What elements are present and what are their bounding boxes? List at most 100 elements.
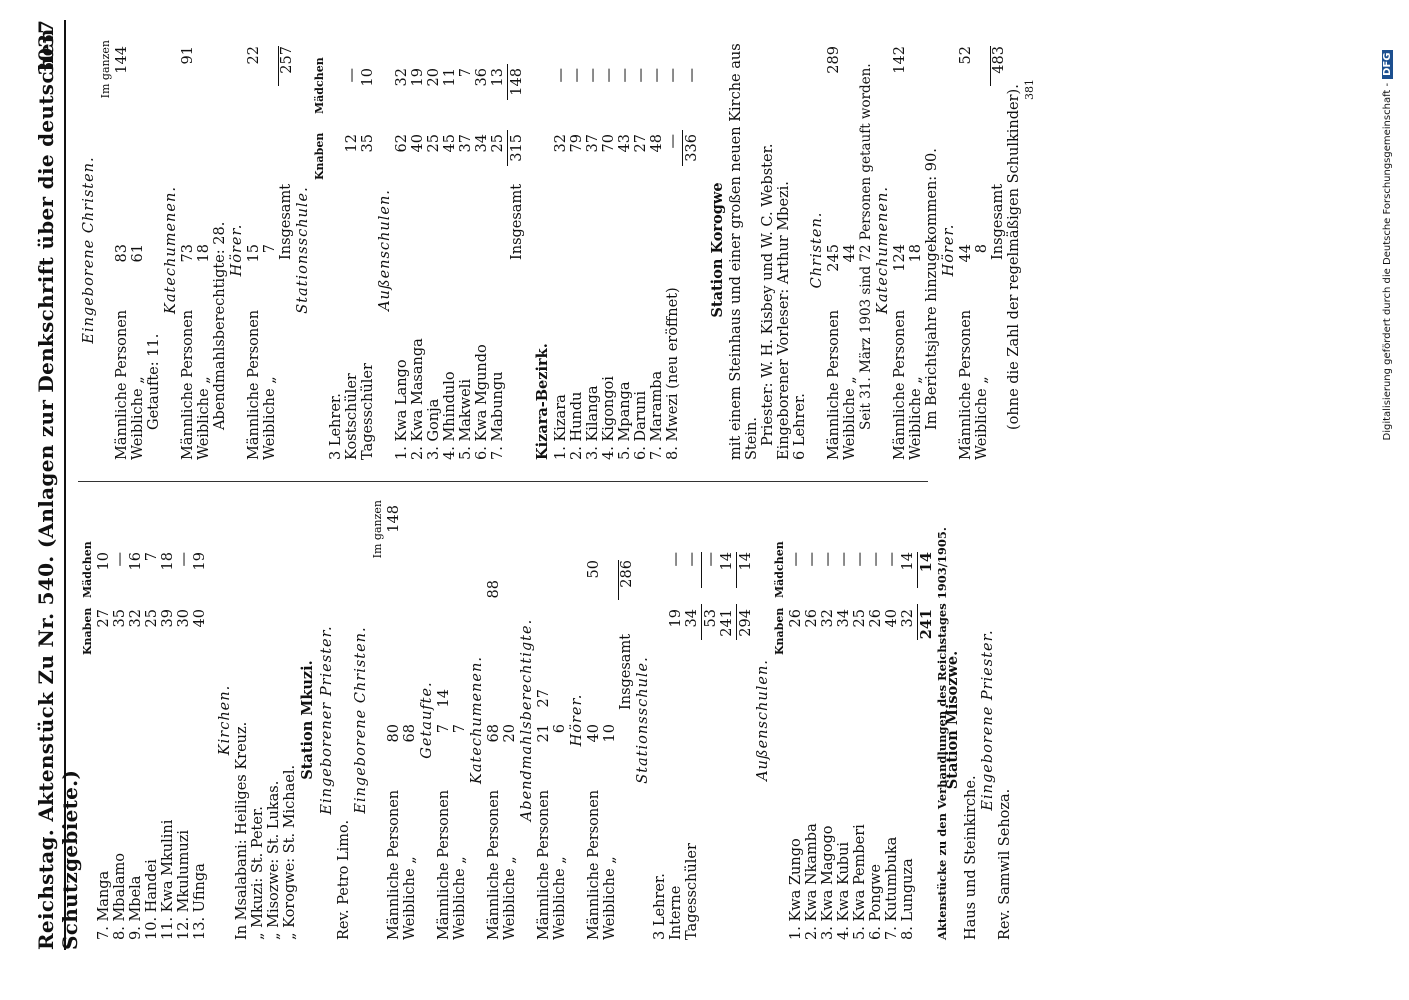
im-ganzen-label: Im ganzen: [371, 500, 384, 559]
kizara-row: 5. Mpanga 43 —: [617, 40, 633, 460]
kat-weiblich-row: Weibliche „ 20: [502, 724, 518, 940]
as-row: 4. Kwa Kubui 34 —: [836, 500, 852, 940]
as-row-label: 3. Kwa Magogo: [820, 825, 836, 940]
column-divider: [78, 481, 928, 482]
ss-row-maedchen: —: [668, 552, 684, 567]
misozwe-priester: Rev. Samwil Sehoza.: [997, 788, 1013, 940]
as-row: 7. Kutumbuka 40 —: [884, 500, 900, 940]
kizara-row-maedchen: —: [601, 68, 617, 83]
getaufte-heading: Getaufte.: [419, 681, 435, 759]
r-stationsschule-heading: Stationsschule.: [295, 186, 311, 314]
left-table-row-label: 8. Mbalamo: [112, 853, 128, 940]
r-as-row-maedchen: 32: [394, 68, 410, 87]
left-table-row-maedchen: 7: [144, 552, 160, 562]
hoerer-weiblich-row: Weibliche „ 10: [602, 724, 618, 940]
r-ss-row-label: Kostschüler: [344, 373, 360, 460]
r-kat-w: Weibliche „ 18: [196, 244, 212, 460]
r-as-row-knaben: 25: [426, 134, 442, 153]
r-as-row-label: 6. Kwa Mgundo: [474, 344, 490, 460]
ss-sum2-row: 241 14: [719, 552, 735, 637]
kizara-row-maedchen: —: [617, 68, 633, 83]
kirche-item: „ Mkuzi: St. Peter.: [250, 806, 266, 940]
as-total-row: 241 14: [918, 552, 935, 640]
left-table-row-maedchen: 18: [160, 552, 176, 571]
ss-row: Interne 19 —: [668, 500, 684, 940]
ss-row-knaben: 34: [684, 609, 700, 628]
r-as-row: 2. Kwa Masanga 40 19: [410, 40, 426, 460]
r-ss-row: 3 Lehrer.: [328, 40, 344, 460]
hoerer-maennlich-row: Männliche Personen 40 50: [586, 560, 602, 940]
priester-name: Rev. Petro Limo.: [336, 819, 352, 940]
r-abendmahl: Abendmahlsberechtigte: 28.: [212, 221, 228, 430]
left-table-row-maedchen: 10: [96, 552, 112, 571]
as-row: 8. Lunguza 32 14: [900, 500, 916, 940]
station-korogwe-heading: Station Korogwe: [709, 182, 726, 318]
r-as-row: 6. Kwa Mgundo 34 36: [474, 40, 490, 460]
r-hoerer-heading: Hörer.: [229, 223, 245, 277]
left-table-row-knaben: 39: [160, 609, 176, 628]
kirche-item: „ Misozwe: St. Lukas.: [266, 780, 282, 940]
r-as-row-maedchen: 19: [410, 68, 426, 87]
christen-heading: Eingeborene Christen.: [353, 626, 369, 814]
getaufte-maennlich-row: Männliche Personen 7 14: [436, 689, 452, 940]
as-row-knaben: 32: [820, 609, 836, 628]
as-row-maedchen: —: [868, 552, 884, 567]
station-mkuzi-heading: Station Mkuzi.: [299, 660, 316, 780]
ss-row-label: Tagesschüler: [684, 843, 700, 940]
r-ch2-w: Weibliche „ 44: [842, 244, 858, 460]
r-as-row-knaben: 45: [442, 134, 458, 153]
r-kat2-heading: Katechumenen.: [875, 186, 891, 314]
kizara-row-knaben: —: [665, 134, 681, 149]
left-table-row: 12. Mkulumuzi 30 —: [176, 500, 192, 940]
as-row: 3. Kwa Magogo 32 —: [820, 500, 836, 940]
left-table-row-label: 13. Ufinga: [192, 863, 208, 940]
r-ss-row-maedchen: 10: [360, 68, 376, 87]
abendmahl-heading: Abendmahlsberechtigte.: [519, 618, 535, 822]
kizara-bezirk-heading: Kizara-Bezirk.: [534, 343, 551, 460]
column-heads: Knaben Mädchen: [80, 500, 96, 940]
left-table-row: 9. Mbela 32 16: [128, 500, 144, 940]
as-row: 5. Kwa Pemberi 25 —: [852, 500, 868, 940]
kizara-row-label: 7. Maramba: [649, 370, 665, 460]
as-row-label: 5. Kwa Pemberi: [852, 824, 868, 940]
as-row-label: 1. Kwa Zungo: [788, 838, 804, 940]
page-number: 3037: [34, 20, 58, 76]
r-as-row-label: 4. Mhindulo: [442, 371, 458, 460]
as-row-label: 7. Kutumbuka: [884, 836, 900, 940]
r-as-row: 4. Mhindulo 45 11: [442, 40, 458, 460]
ss-sum1-row: 53—: [703, 552, 719, 628]
kizara-row-maedchen: —: [569, 68, 585, 83]
kizara-row-maedchen: —: [553, 68, 569, 83]
r-christen2-heading: Christen.: [809, 211, 825, 289]
as-row-knaben: 26: [804, 609, 820, 628]
as-row-label: 6. Pongwe: [868, 864, 884, 940]
r-getaufte: Getaufte: 11.: [146, 333, 162, 430]
r-christen-m: Männliche Personen 83 144: [114, 46, 130, 460]
digitization-notice: Digitalisierung gefördert durch die Deut…: [1382, 30, 1393, 460]
as-row-label: 2. Kwa Nkamba: [804, 823, 820, 940]
kirchen-heading: Kirchen.: [217, 684, 233, 756]
left-table-row-knaben: 32: [128, 609, 144, 628]
as-row-knaben: 26: [868, 609, 884, 628]
as-row-knaben: 26: [788, 609, 804, 628]
seit-text: Seit 31. März 1903 sind 72 Personen geta…: [858, 63, 874, 430]
left-table-row-label: 11. Kwa Mkulini: [160, 819, 176, 940]
r-ss-row-label: 3 Lehrer.: [328, 393, 344, 460]
berichtsjahr: Im Berichtsjahre hinzugekommen: 90.: [924, 148, 940, 430]
left-table-row-maedchen: —: [176, 552, 192, 567]
dfg-logo: DFG: [1382, 49, 1393, 79]
r-as-row-maedchen: 36: [474, 68, 490, 87]
kizara-row-knaben: 27: [633, 134, 649, 153]
priester-heading: Eingeborener Priester.: [319, 625, 335, 815]
left-table-row-label: 10. Handei: [144, 859, 160, 940]
r-as-row-knaben: 37: [458, 134, 474, 153]
as-row-knaben: 25: [852, 609, 868, 628]
misozwe-priester-heading: Eingeborene Priester.: [980, 629, 996, 811]
kizara-row-maedchen: —: [649, 68, 665, 83]
header-title: Reichstag. Aktenstück Zu Nr. 540. (Anlag…: [34, 28, 82, 950]
katechumenen-heading: Katechumenen.: [469, 656, 485, 784]
insgesamt-row: Insgesamt 286: [618, 560, 635, 710]
left-table-row-knaben: 25: [144, 609, 160, 628]
r-as-row: 1. Kwa Lango 62 32: [394, 40, 410, 460]
